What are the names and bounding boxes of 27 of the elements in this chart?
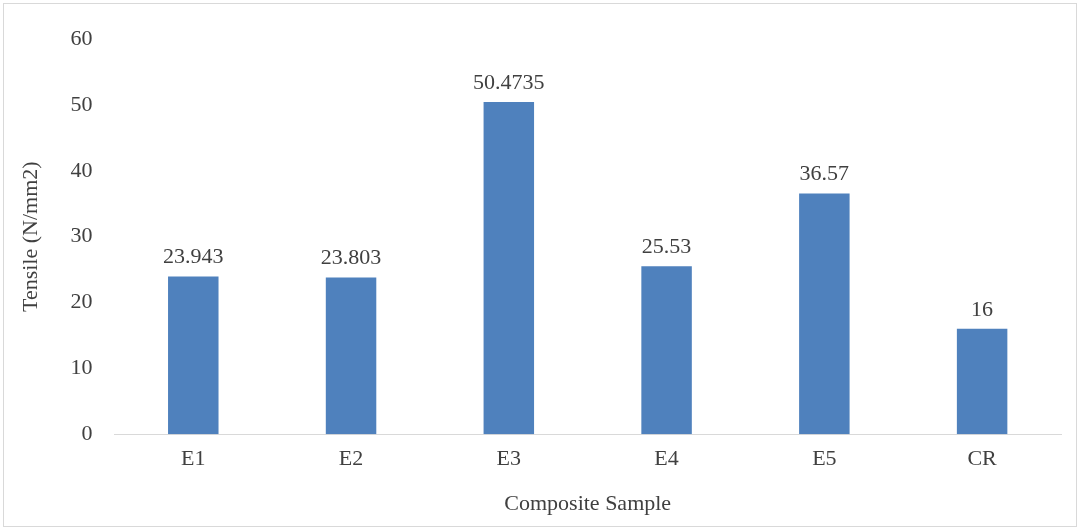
y-tick-label: 40 <box>70 156 93 182</box>
y-axis-title: Tensile (N/mm2) <box>16 161 42 312</box>
y-tick-label: 50 <box>70 90 93 116</box>
bar <box>168 276 219 435</box>
y-tick-label: 10 <box>70 354 93 380</box>
x-tick-label: CR <box>967 445 998 471</box>
x-tick-label: E5 <box>812 445 837 471</box>
x-tick-label: E3 <box>496 445 522 471</box>
bar <box>799 193 850 435</box>
y-tick-label: 30 <box>70 222 93 248</box>
data-label: 23.943 <box>163 243 224 269</box>
data-label: 50.4735 <box>473 68 545 94</box>
x-tick-label: E1 <box>181 445 206 471</box>
data-label: 25.53 <box>641 232 692 258</box>
x-axis-title: Composite Sample <box>504 489 672 515</box>
y-tick-label: 0 <box>81 419 93 445</box>
bar <box>483 101 535 435</box>
bar <box>641 266 692 435</box>
x-tick-label: E2 <box>338 445 364 471</box>
data-label: 23.803 <box>320 244 382 270</box>
bar <box>956 328 1008 435</box>
bar <box>325 277 377 435</box>
y-tick-label: 60 <box>70 24 93 50</box>
y-tick-label: 20 <box>70 288 93 314</box>
data-label: 36.57 <box>799 160 850 186</box>
data-label: 16 <box>971 295 994 321</box>
x-tick-label: E4 <box>654 445 679 471</box>
